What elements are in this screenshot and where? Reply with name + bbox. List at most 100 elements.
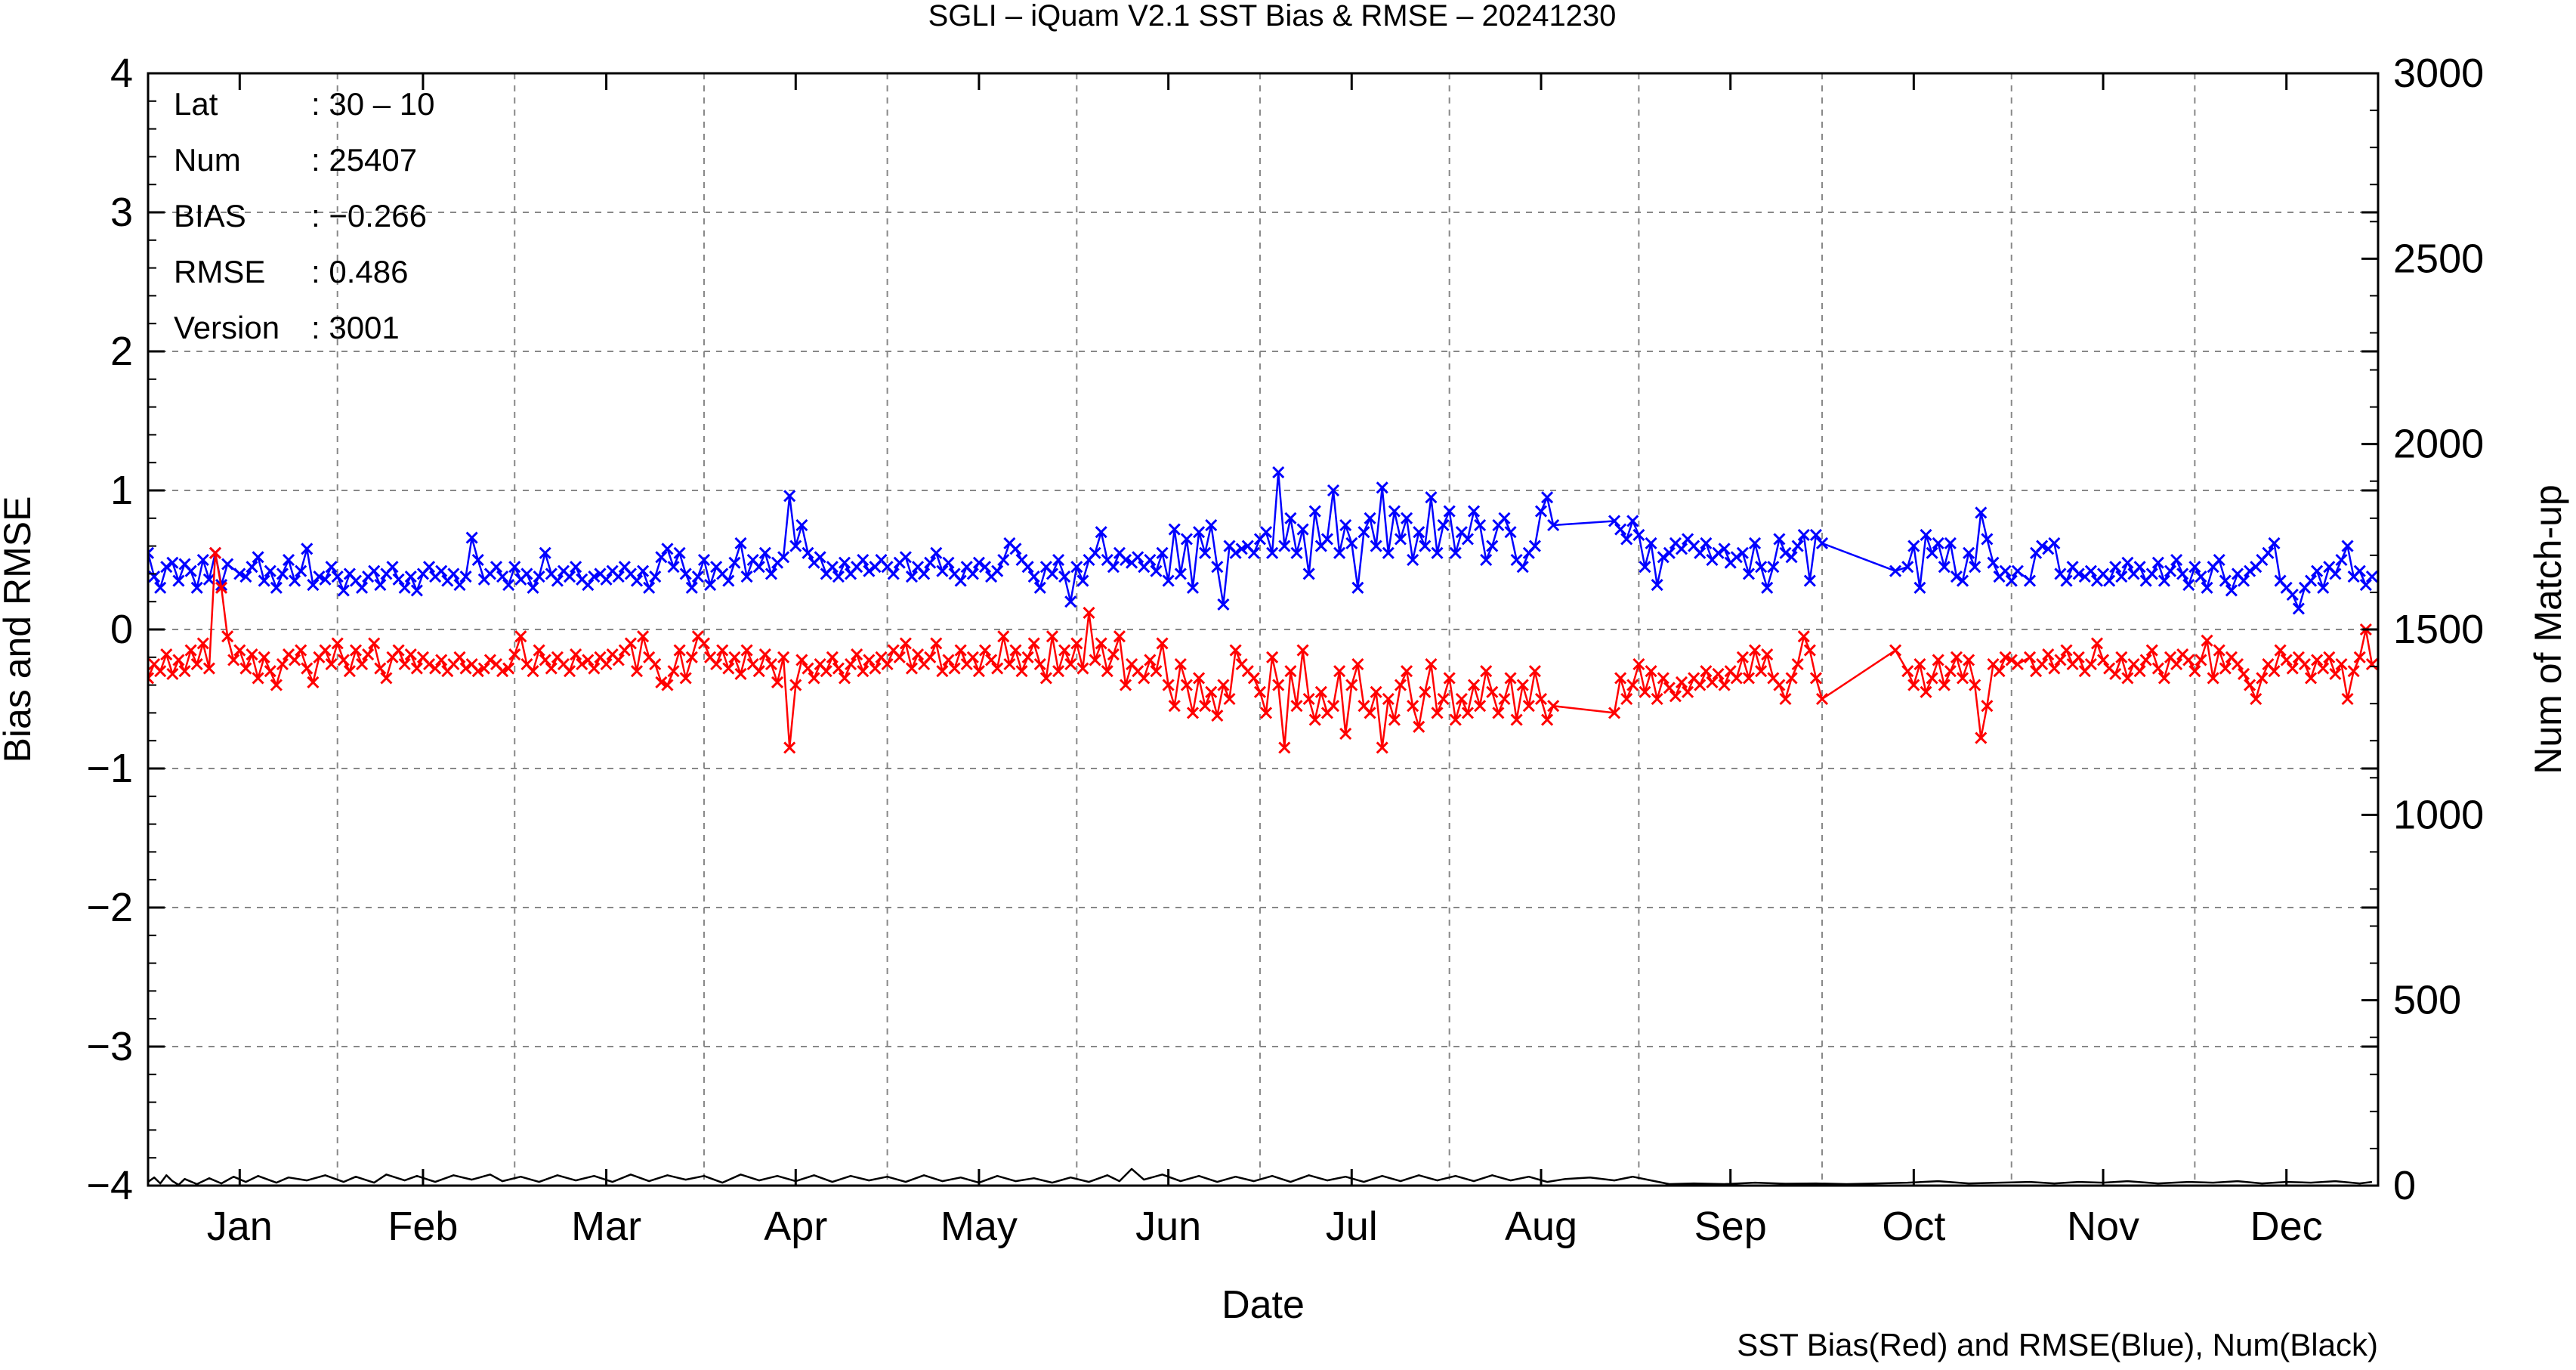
bias-point	[942, 654, 955, 666]
bias-point	[1455, 692, 1468, 706]
bias-point	[2335, 657, 2348, 671]
bias-point	[2182, 654, 2195, 666]
rmse-point	[2335, 553, 2348, 567]
bias-point	[930, 637, 943, 650]
bias-point	[1632, 657, 1645, 671]
bias-point	[600, 657, 613, 671]
rmse-point	[2072, 567, 2085, 580]
rmse-point	[588, 571, 601, 583]
bias-point	[1663, 682, 1676, 694]
bias-point	[1058, 644, 1071, 657]
bias-point	[380, 672, 393, 685]
bias-point	[1510, 713, 1523, 726]
rmse-point	[1938, 561, 1951, 574]
bias-point	[1993, 665, 2006, 678]
rmse-point	[563, 571, 576, 583]
x-tick-label: Apr	[764, 1204, 827, 1249]
bias-point	[1547, 700, 1560, 713]
rmse-point	[148, 546, 155, 559]
rmse-point	[2048, 537, 2061, 549]
rmse-point	[918, 567, 931, 580]
bias-point	[160, 648, 173, 661]
x-tick-label: Aug	[1505, 1204, 1577, 1249]
rmse-point	[2121, 556, 2134, 569]
bias-point	[1614, 672, 1627, 685]
rmse-point	[832, 571, 845, 583]
rmse-point	[1364, 512, 1376, 524]
rmse-point	[728, 556, 741, 569]
bias-point	[1113, 630, 1126, 643]
bias-point	[1351, 657, 1364, 671]
bias-point	[1083, 606, 1095, 619]
rmse-point	[966, 567, 979, 580]
bias-point	[1266, 651, 1279, 663]
bias-point	[808, 672, 820, 685]
bias-point	[2157, 672, 2170, 685]
bias-point	[630, 665, 644, 678]
rmse-point	[1675, 543, 1688, 555]
rmse-point	[1376, 481, 1388, 494]
bias-point	[570, 648, 582, 661]
bias-point	[410, 662, 423, 675]
y2-tick-label: 0	[2393, 1163, 2416, 1208]
rmse-point	[1626, 515, 1639, 527]
bias-point	[233, 644, 246, 657]
bias-point	[576, 657, 588, 671]
rmse-point	[1449, 546, 1462, 559]
rmse-point	[1320, 533, 1333, 546]
bias-point	[954, 644, 967, 657]
rmse-point	[679, 567, 692, 580]
bias-point	[202, 662, 215, 675]
rmse-point	[570, 561, 582, 574]
rmse-point	[270, 581, 283, 594]
rmse-point	[533, 571, 545, 583]
bias-point	[795, 654, 808, 666]
bias-point	[483, 654, 496, 666]
rmse-point	[1266, 546, 1279, 559]
rmse-point	[899, 551, 912, 564]
bias-point	[1009, 644, 1022, 657]
y-tick-label: −3	[86, 1024, 133, 1069]
rmse-point	[1278, 540, 1291, 552]
rmse-point	[1357, 526, 1370, 539]
stat-value: : −0.266	[311, 198, 427, 233]
rmse-point	[1443, 505, 1456, 518]
bias-point	[2274, 644, 2287, 657]
rmse-point	[1290, 546, 1303, 559]
rmse-point	[282, 553, 295, 567]
rmse-point	[1162, 574, 1175, 587]
bias-point	[1211, 710, 1224, 722]
bias-point	[1046, 630, 1059, 643]
bias-point	[374, 662, 387, 675]
rmse-point	[1987, 556, 2000, 569]
rmse-point	[826, 561, 839, 574]
rmse-point	[1388, 505, 1401, 518]
rmse-point	[667, 561, 680, 574]
rmse-point	[1651, 579, 1663, 592]
rmse-point	[697, 553, 711, 567]
bias-point	[802, 662, 814, 675]
rmse-point	[1480, 553, 1493, 567]
rmse-point	[184, 564, 197, 577]
rmse-point	[154, 581, 167, 594]
rmse-point	[954, 574, 967, 587]
bias-point	[1809, 672, 1822, 685]
rmse-point	[276, 567, 289, 580]
bias-point	[1498, 692, 1511, 706]
rmse-point	[637, 564, 650, 577]
bias-point	[624, 637, 637, 650]
bias-point	[1755, 665, 1768, 678]
bias-point	[1039, 672, 1052, 685]
bias-point	[252, 672, 264, 685]
bias-point	[1217, 679, 1230, 691]
rmse-point	[1370, 540, 1382, 552]
bias-point	[1302, 692, 1315, 706]
bias-point	[1052, 665, 1065, 678]
bias-point	[1486, 685, 1499, 698]
bias-point	[2090, 637, 2104, 650]
bias-point	[1492, 707, 1505, 719]
bias-point	[545, 662, 558, 675]
bias-point	[398, 657, 411, 671]
bias-point	[1364, 707, 1376, 719]
bias-point	[2121, 672, 2134, 685]
